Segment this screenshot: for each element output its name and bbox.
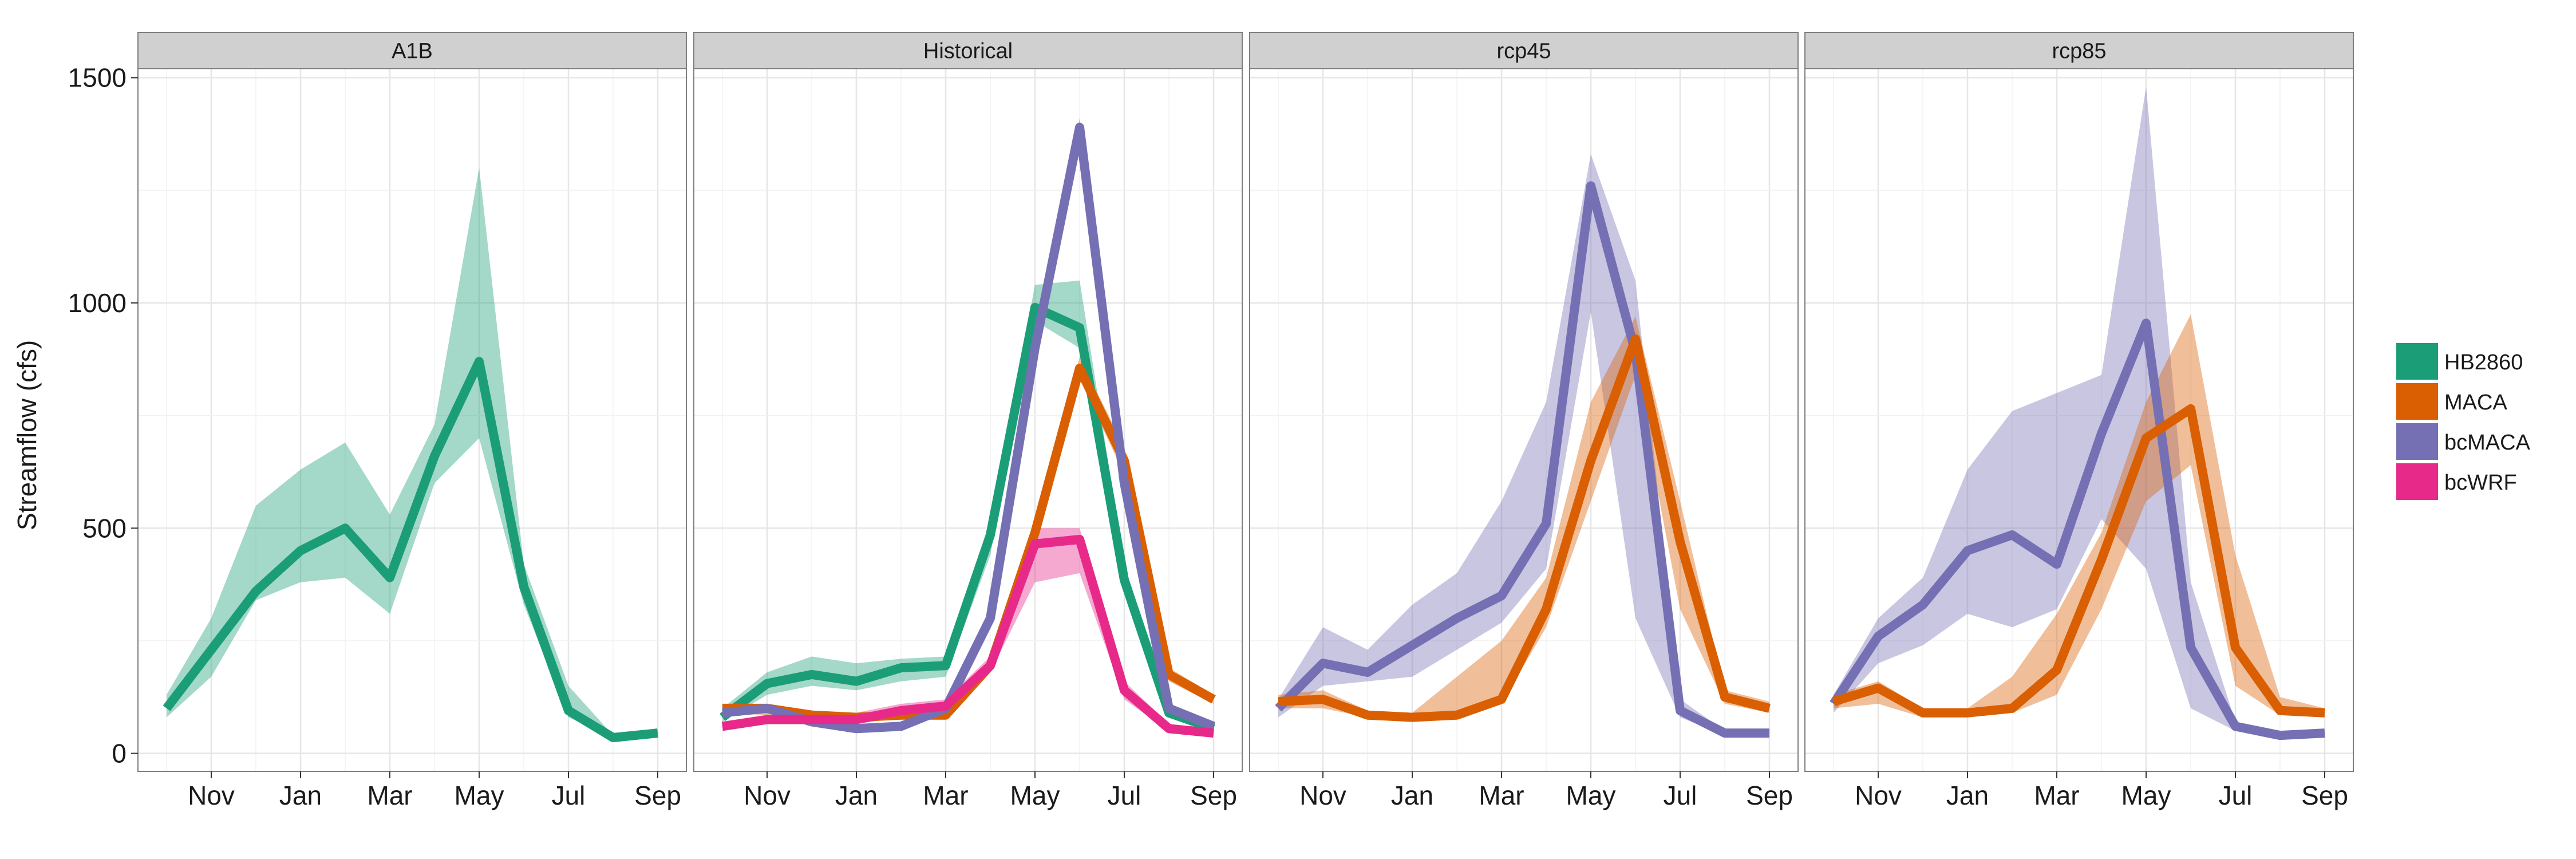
series-line-bcwrf	[721, 534, 1214, 738]
legend-key-bcmaca	[2395, 422, 2439, 461]
facet-strip-label: Historical	[923, 40, 1013, 64]
x-tick-label: May	[455, 781, 504, 810]
facet-panel-rcp85: rcp85 Nov Jan Mar May Jul Sep	[1804, 32, 2354, 810]
facet-strip-label: A1B	[392, 40, 433, 64]
x-tick-label: Sep	[2301, 781, 2348, 810]
facet-panel-rcp45: rcp45 Nov Jan Mar May Jul Sep	[1249, 32, 1799, 810]
x-tick-label: May	[1010, 781, 1060, 810]
plot-background	[1805, 69, 2353, 771]
legend-label-bcmaca: bcMACA	[2444, 431, 2531, 455]
facet-strip	[693, 32, 1243, 69]
legend: HB2860 MACA bcMACA bcWRF	[2395, 342, 2531, 501]
series-line-bcmaca	[1830, 318, 2325, 740]
x-tick-label: Nov	[1299, 781, 1346, 810]
legend-label-hb2860: HB2860	[2444, 350, 2523, 375]
facet-strip-label: rcp45	[1496, 40, 1551, 64]
x-tick-label: Mar	[367, 781, 412, 810]
facet-panel-a1b: A1B Nov Jan Mar May Jul Sep	[137, 32, 687, 810]
x-tick-label: Nov	[188, 781, 235, 810]
x-tick-label: Jul	[1664, 781, 1697, 810]
facet-panels: A1B Nov Jan Mar May Jul Sep Historical Nov Jan Mar…	[137, 32, 2354, 810]
y-axis-title: Streamflow (cfs)	[12, 340, 42, 530]
x-tick-label: Jan	[279, 781, 322, 810]
series-line-maca	[1278, 334, 1771, 722]
series-line-hb2860	[163, 357, 658, 742]
panel-border	[1249, 68, 1799, 772]
x-tick-label: May	[2121, 781, 2171, 810]
series-line-bcmaca	[1275, 181, 1769, 738]
facet-strip-label: rcp85	[2052, 40, 2106, 64]
ribbon-hb2860	[167, 168, 658, 738]
x-tick-label: Jul	[2219, 781, 2253, 810]
ribbon-bcmaca	[1834, 86, 2325, 738]
series-line-hb2860	[720, 302, 1215, 733]
plot-background	[138, 69, 686, 771]
x-tick-label: Jan	[835, 781, 878, 810]
ribbon-bcmaca	[1278, 154, 1769, 736]
x-tick-label: Jan	[1391, 781, 1433, 810]
x-tick-label: Mar	[2034, 781, 2079, 810]
facet-panel-historical: Historical Nov Jan Mar May Jul Sep	[693, 32, 1243, 810]
facet-strip	[137, 32, 687, 69]
legend-key-hb2860	[2395, 342, 2439, 381]
y-tick-label: 1500	[68, 63, 127, 93]
legend-label-bcwrf: bcWRF	[2444, 471, 2517, 495]
x-tick-label: Jul	[1108, 781, 1141, 810]
panel-border	[1804, 68, 2354, 772]
x-tick-label: Mar	[1479, 781, 1524, 810]
x-tick-label: Sep	[634, 781, 681, 810]
series-line-maca	[1832, 404, 2325, 718]
x-tick-label: Nov	[744, 781, 791, 810]
panel-border	[693, 68, 1243, 772]
legend-key-maca	[2395, 382, 2439, 421]
ribbon-maca	[1834, 314, 2325, 718]
x-tick-label: Sep	[1190, 781, 1237, 810]
y-tick-label: 500	[82, 513, 127, 543]
panel-border	[137, 68, 687, 772]
x-tick-label: May	[1566, 781, 1616, 810]
y-tick-label: 0	[112, 739, 127, 769]
x-tick-label: Nov	[1855, 781, 1902, 810]
legend-label-maca: MACA	[2444, 391, 2507, 415]
x-tick-label: Jan	[1946, 781, 1989, 810]
y-axis: 0 500 1000 1500	[68, 63, 138, 769]
x-tick-label: Sep	[1746, 781, 1793, 810]
legend-key-bcwrf	[2395, 462, 2439, 501]
x-tick-label: Mar	[923, 781, 968, 810]
x-tick-label: Jul	[552, 781, 586, 810]
y-tick-label: 1000	[68, 288, 127, 318]
